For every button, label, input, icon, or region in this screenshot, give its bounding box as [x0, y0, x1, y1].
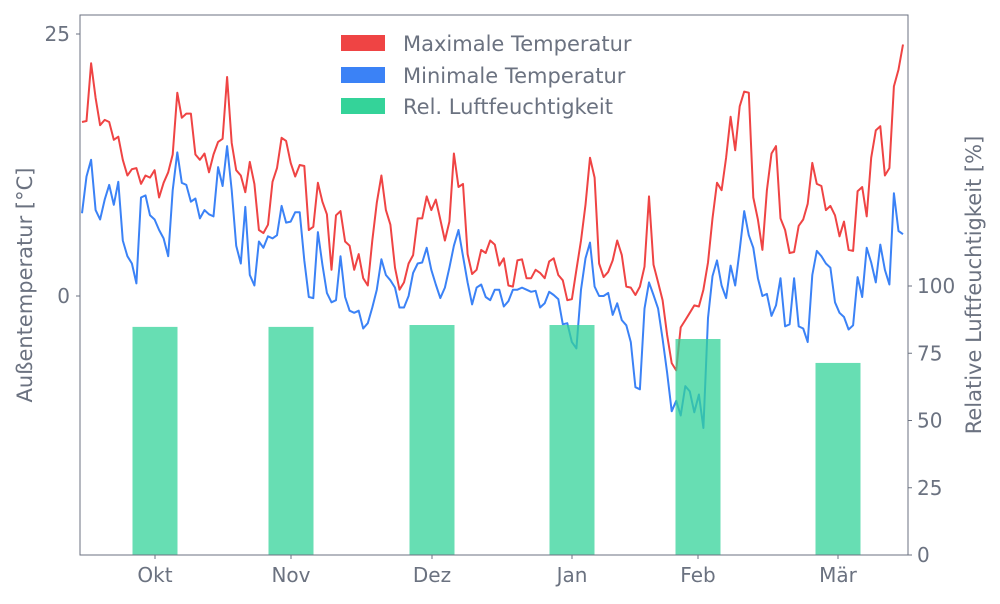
x-tick-label: Jan: [555, 563, 588, 587]
humidity-bar-jan: [549, 325, 595, 555]
legend-label-min: Minimale Temperatur: [403, 64, 626, 88]
x-axis-ticks: Okt Nov Dez Jan Feb Mär: [137, 555, 858, 587]
right-axis-label: Relative Luftfeuchtigkeit [%]: [962, 136, 986, 435]
left-axis-label: Außentemperatur [°C]: [13, 168, 37, 403]
right-axis-ticks: 0 25 50 75 100: [908, 274, 955, 567]
x-tick-label: Okt: [137, 563, 172, 587]
legend: Maximale Temperatur Minimale Temperatur …: [341, 32, 632, 119]
left-tick-label: 25: [45, 22, 70, 46]
plot-frame: [79, 14, 909, 556]
humidity-bar-mär: [815, 362, 861, 555]
humidity-bar-feb: [675, 338, 721, 555]
x-tick-label: Mär: [819, 563, 858, 587]
min-temperature-line: [81, 145, 904, 429]
right-tick-label: 100: [917, 274, 955, 298]
humidity-bar-nov: [268, 326, 314, 555]
humidity-bar-dez: [409, 325, 455, 555]
legend-swatch-max: [341, 35, 385, 51]
x-tick-label: Nov: [271, 563, 310, 587]
right-tick-label: 25: [917, 476, 942, 500]
left-tick-label: 0: [57, 284, 70, 308]
legend-label-humidity: Rel. Luftfeuchtigkeit: [403, 95, 613, 119]
temperature-lines: [81, 44, 904, 429]
humidity-bar-okt: [132, 326, 178, 555]
x-tick-label: Feb: [680, 563, 715, 587]
legend-label-max: Maximale Temperatur: [403, 32, 632, 56]
right-tick-label: 0: [917, 543, 930, 567]
max-temperature-line: [81, 44, 904, 372]
x-tick-label: Dez: [413, 563, 451, 587]
legend-swatch-min: [341, 67, 385, 83]
left-axis-ticks: 0 25: [45, 22, 80, 308]
humidity-bars: [132, 325, 861, 555]
right-tick-label: 75: [917, 341, 942, 365]
right-tick-label: 50: [917, 409, 942, 433]
legend-swatch-humidity: [341, 98, 385, 114]
